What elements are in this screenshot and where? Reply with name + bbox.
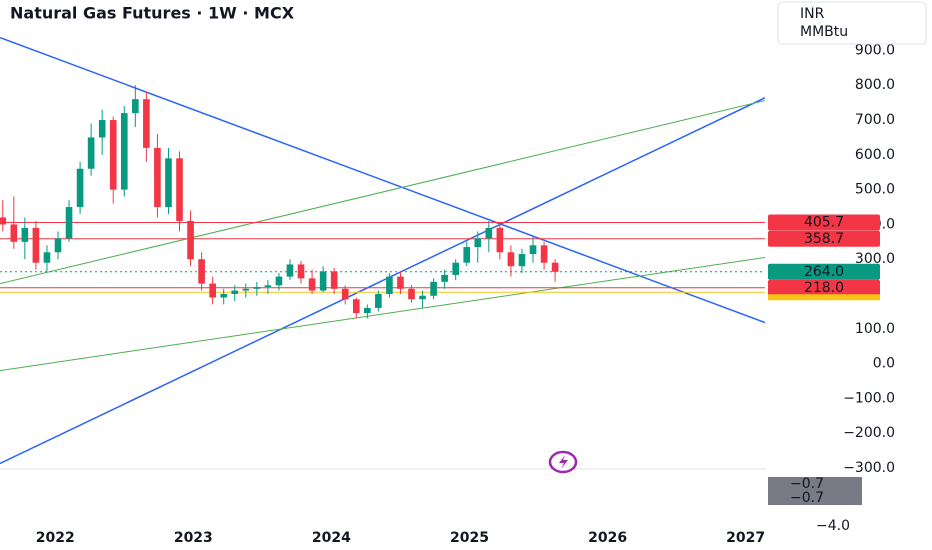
- candle-body: [352, 299, 360, 314]
- candle-body: [518, 254, 526, 267]
- candle-body: [65, 207, 73, 239]
- candle-body: [507, 252, 515, 267]
- candle-body: [264, 285, 272, 288]
- candle-body: [408, 288, 415, 300]
- candle-body: [231, 290, 239, 295]
- alert-icon: [548, 450, 578, 474]
- candle-body: [275, 276, 283, 286]
- level-label-box: [768, 230, 880, 247]
- candle-body: [10, 224, 18, 242]
- trendline: [0, 256, 765, 372]
- level-label-box: [768, 279, 880, 296]
- candle-body: [132, 99, 139, 114]
- y-tick-label: 100.0: [855, 321, 895, 337]
- y-tick-label: 500.0: [855, 182, 895, 198]
- x-tick-label: 2027: [726, 530, 765, 546]
- candle-body: [143, 99, 150, 148]
- y-tick-label: −300.0: [843, 460, 895, 476]
- candle-body: [363, 307, 371, 314]
- level-label: 405.7: [804, 214, 844, 230]
- level-label: 264.0: [804, 264, 844, 280]
- candle-body: [176, 158, 183, 221]
- candle-body: [154, 147, 161, 208]
- y-tick-label: 900.0: [855, 42, 895, 58]
- indicator-tick-label: −4.0: [816, 518, 850, 534]
- indicator-value-box: [768, 477, 862, 491]
- trendline: [0, 97, 765, 465]
- candle-body: [452, 262, 459, 275]
- unit-box: [777, 1, 927, 45]
- candle-body: [0, 217, 7, 225]
- x-axis: 2022 2023 2024 2025 2026 2027: [36, 530, 765, 546]
- candle-body: [209, 283, 216, 298]
- candle-body: [98, 120, 106, 138]
- y-tick-label: 0.0: [873, 356, 895, 372]
- trendline: [0, 100, 765, 285]
- candle-body: [253, 287, 261, 289]
- candle-body: [540, 245, 548, 263]
- candle-body: [463, 247, 471, 263]
- candle-body: [76, 168, 84, 208]
- indicator-value-box: [768, 491, 862, 505]
- currency: INR: [800, 6, 825, 22]
- candle-body: [32, 227, 40, 263]
- candle-body: [419, 295, 426, 300]
- candle-body: [496, 227, 504, 253]
- candle-body: [397, 276, 404, 289]
- x-tick-label: 2025: [450, 530, 489, 546]
- candle-body: [529, 245, 537, 255]
- candle-body: [551, 262, 559, 272]
- candle-body: [43, 252, 51, 263]
- trendline: [0, 36, 765, 324]
- candle-body: [386, 276, 393, 295]
- level-label-box: [768, 294, 880, 301]
- candle-body: [286, 264, 294, 277]
- unit: MMBtu: [800, 24, 848, 40]
- candle-body: [319, 271, 327, 291]
- level-label-box: [768, 263, 880, 280]
- candle-body: [341, 288, 349, 300]
- price-pane: [0, 36, 765, 465]
- indicator-value-label: −0.7: [790, 490, 824, 506]
- candle-body: [187, 220, 194, 260]
- chart-title: Natural Gas Futures · 1W · MCX: [10, 4, 295, 23]
- candle-body: [441, 274, 448, 282]
- candle-body: [220, 294, 228, 298]
- x-tick-label: 2026: [588, 530, 627, 546]
- candle-body: [430, 281, 437, 296]
- y-tick-label: −100.0: [843, 390, 895, 406]
- candle-body: [54, 238, 62, 253]
- candle-body: [297, 264, 305, 279]
- y-tick-label: 600.0: [855, 147, 895, 163]
- y-axis: 900.0800.0700.0600.0500.0400.0300.0100.0…: [768, 42, 895, 534]
- candle-body: [375, 294, 382, 308]
- candle-body: [165, 158, 172, 208]
- level-label: 218.0: [804, 280, 844, 296]
- level-label: 358.7: [804, 231, 844, 247]
- candle-body: [242, 288, 250, 291]
- candle-body: [120, 113, 128, 190]
- candle-body: [485, 227, 493, 239]
- x-tick-label: 2024: [312, 530, 351, 546]
- candle-body: [198, 259, 205, 284]
- indicator-value-label: −0.7: [790, 476, 824, 492]
- candle-body: [330, 271, 338, 289]
- candle-body: [308, 278, 316, 291]
- y-tick-label: 700.0: [855, 112, 895, 128]
- y-tick-label: 300.0: [855, 251, 895, 267]
- x-tick-label: 2022: [36, 530, 75, 546]
- candle-body: [474, 238, 482, 248]
- candle-body: [21, 227, 29, 242]
- y-tick-label: −200.0: [843, 425, 895, 441]
- level-label-box: [768, 214, 880, 231]
- candle-body: [87, 137, 95, 169]
- y-tick-label: 800.0: [855, 77, 895, 93]
- x-tick-label: 2023: [174, 530, 213, 546]
- candle-body: [109, 120, 117, 190]
